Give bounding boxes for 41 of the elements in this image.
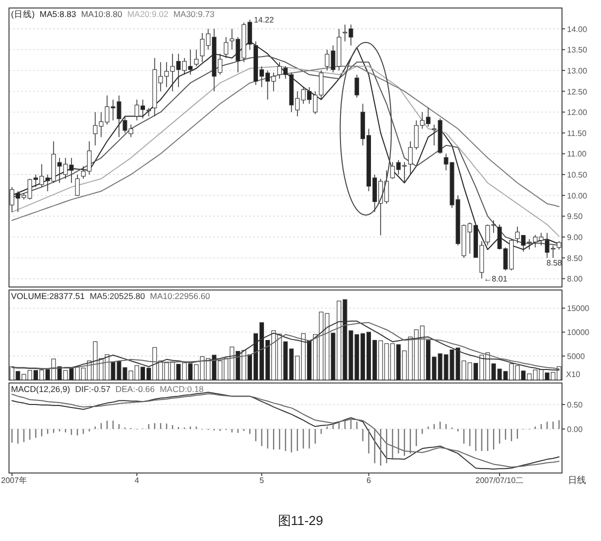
ytick: 15000 (567, 304, 590, 314)
legend: MA30:9.73 (173, 9, 214, 19)
legend: MA5:8.83 (40, 9, 76, 19)
ytick: 14.00 (567, 24, 588, 34)
ytick: 8.50 (567, 254, 583, 263)
annotation: 14.22 (254, 16, 274, 25)
ytick: 10.50 (567, 170, 588, 180)
legend: MA10:22956.60 (150, 291, 210, 301)
ytick: 12.00 (567, 108, 588, 118)
ytick: 13.50 (567, 46, 588, 55)
ytick: 8.00 (567, 274, 583, 284)
legend: MA20:9.02 (127, 9, 168, 19)
ytick: 10000 (567, 328, 590, 338)
annotation: 8.58 (546, 258, 562, 268)
ytick: 9.00 (567, 233, 583, 242)
title: MACD(12,26,9) (11, 384, 70, 394)
title: (日线) (11, 9, 35, 19)
xtick: 6 (366, 476, 371, 485)
annotation: X10 (566, 370, 580, 379)
legend: MA5:20525.80 (90, 291, 146, 301)
xtick: 4 (134, 476, 140, 485)
ytick: 13.00 (567, 66, 588, 76)
caption: 图11-29 (278, 513, 324, 528)
ytick: 11.50 (567, 128, 586, 138)
ytick: 5000 (567, 352, 585, 362)
legend: DIF:-0.57 (75, 384, 110, 394)
legend: MA10:8.80 (81, 9, 122, 19)
xtick: 2007年 (1, 476, 27, 485)
ytick: 10.00 (567, 191, 588, 200)
ytick: 12.50 (567, 87, 588, 96)
ytick: 11.00 (567, 150, 586, 159)
legend: MACD:0.18 (160, 384, 204, 394)
title: VOLUME:28377.51 (11, 291, 85, 301)
ytick: 0.00 (567, 424, 583, 434)
annotation: 日线 (568, 475, 586, 485)
legend: DEA:-0.66 (116, 384, 155, 394)
ytick: 9.50 (567, 212, 583, 222)
xtick: 5 (260, 476, 264, 485)
annotation: ←8.01 (484, 274, 508, 284)
ytick: 0.50 (567, 400, 583, 410)
xtick: 2007/07/10二 (476, 476, 524, 485)
